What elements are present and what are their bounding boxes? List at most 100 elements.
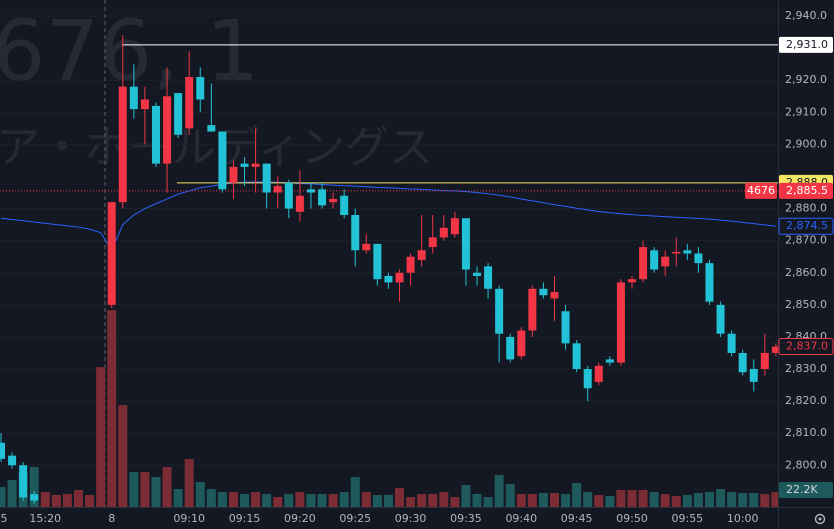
y-tick-label: 2,860.0 bbox=[785, 266, 827, 279]
price-line-label: 2,885.5 bbox=[786, 184, 828, 197]
last-price-label: 2,837.0 bbox=[786, 340, 828, 353]
candle-body bbox=[528, 288, 537, 331]
x-tick-label: 09:25 bbox=[339, 512, 371, 525]
candle-body bbox=[273, 186, 282, 193]
volume-bar bbox=[550, 493, 559, 507]
candle-body bbox=[672, 251, 681, 254]
volume-bar bbox=[450, 497, 460, 507]
volume-bar bbox=[295, 492, 305, 507]
volume-bar bbox=[7, 480, 17, 507]
volume-bar bbox=[317, 494, 327, 507]
volume-bar bbox=[671, 495, 681, 507]
volume-bar bbox=[228, 492, 238, 507]
candle-body bbox=[539, 288, 548, 296]
candle-body bbox=[351, 214, 360, 251]
x-tick-label: 09:10 bbox=[173, 512, 205, 525]
y-tick-label: 2,810.0 bbox=[785, 426, 827, 439]
volume-bar bbox=[195, 482, 205, 507]
candle-body bbox=[417, 250, 426, 260]
candle-body bbox=[129, 86, 138, 110]
candle-body bbox=[495, 288, 504, 334]
price-line-label-box bbox=[779, 182, 833, 199]
volume-bar bbox=[29, 467, 39, 507]
volume-bar bbox=[638, 489, 648, 507]
watermark-symbol: 676, 1 bbox=[0, 2, 259, 100]
x-tick-label: 09:15 bbox=[229, 512, 261, 525]
candle-body bbox=[0, 442, 5, 459]
volume-bar bbox=[339, 492, 349, 507]
volume-bar bbox=[561, 494, 571, 507]
x-tick-label: 09:55 bbox=[671, 512, 703, 525]
gear[interactable] bbox=[814, 513, 826, 525]
candle-body bbox=[461, 218, 470, 270]
volume-bar bbox=[704, 492, 714, 507]
candle-body bbox=[517, 330, 526, 357]
volume-bar bbox=[262, 494, 272, 507]
price-line-label-box bbox=[779, 36, 833, 53]
candle-body bbox=[362, 243, 371, 251]
volume-bar bbox=[439, 492, 449, 507]
candle-body bbox=[295, 195, 304, 212]
candle-body bbox=[428, 237, 437, 248]
volume-bar bbox=[771, 492, 778, 507]
candle-body bbox=[738, 352, 747, 373]
volume-bar bbox=[527, 494, 537, 507]
candle-body bbox=[107, 202, 116, 305]
candle-body bbox=[683, 250, 692, 254]
candle-body bbox=[30, 494, 39, 501]
volume-bar bbox=[0, 487, 6, 507]
volume-bar bbox=[616, 489, 626, 507]
candle-body bbox=[373, 243, 382, 280]
plot-area: 676, 1 ア・ホールディングス bbox=[0, 0, 778, 507]
candle-body bbox=[661, 256, 670, 267]
settings-icon[interactable] bbox=[814, 513, 826, 525]
volume-bar bbox=[749, 493, 759, 507]
candle-body bbox=[694, 253, 703, 264]
volume-bar bbox=[417, 494, 427, 507]
volume-label-box bbox=[779, 482, 833, 499]
volume-bar bbox=[206, 489, 216, 507]
candle-body bbox=[240, 163, 249, 167]
volume-bar bbox=[738, 493, 748, 507]
candle-body bbox=[727, 333, 736, 353]
y-tick-label: 2,830.0 bbox=[785, 362, 827, 375]
candle-body bbox=[185, 77, 194, 129]
candle-body bbox=[306, 189, 315, 193]
volume-bar bbox=[516, 494, 526, 507]
candle-body bbox=[229, 166, 238, 183]
volume-bar bbox=[428, 494, 438, 507]
volume-bar bbox=[505, 484, 515, 507]
candle-body bbox=[561, 311, 570, 344]
volume-bar bbox=[406, 497, 416, 507]
volume-bar bbox=[361, 492, 371, 507]
volume-bar bbox=[240, 494, 250, 507]
candle-body bbox=[605, 359, 614, 363]
volume-bar bbox=[727, 492, 737, 507]
volume-bar bbox=[73, 489, 83, 507]
candle-body bbox=[749, 369, 758, 382]
candle-body bbox=[262, 163, 271, 193]
candle-body bbox=[218, 131, 227, 190]
volume-bar bbox=[538, 493, 548, 507]
y-tick-label: 2,920.0 bbox=[785, 73, 827, 86]
volume-bar bbox=[107, 310, 117, 507]
x-tick-label: 15:20 bbox=[29, 512, 61, 525]
candle-body bbox=[506, 336, 515, 360]
candle-body bbox=[118, 86, 127, 203]
volume-bar bbox=[372, 494, 382, 507]
volume-bar bbox=[129, 472, 139, 507]
ma-label-box bbox=[778, 217, 834, 235]
volume-bar bbox=[273, 497, 283, 507]
volume-bar bbox=[605, 495, 615, 507]
candle-body bbox=[284, 182, 293, 209]
candle-body bbox=[340, 195, 349, 215]
volume-bar bbox=[350, 477, 360, 507]
ma-label: 2,874.5 bbox=[786, 219, 828, 232]
gear-center[interactable] bbox=[818, 517, 822, 521]
volume-label: 22.2K bbox=[786, 483, 818, 496]
candle-body bbox=[760, 352, 769, 370]
volume-bar bbox=[461, 484, 471, 507]
y-tick-label: 2,850.0 bbox=[785, 298, 827, 311]
